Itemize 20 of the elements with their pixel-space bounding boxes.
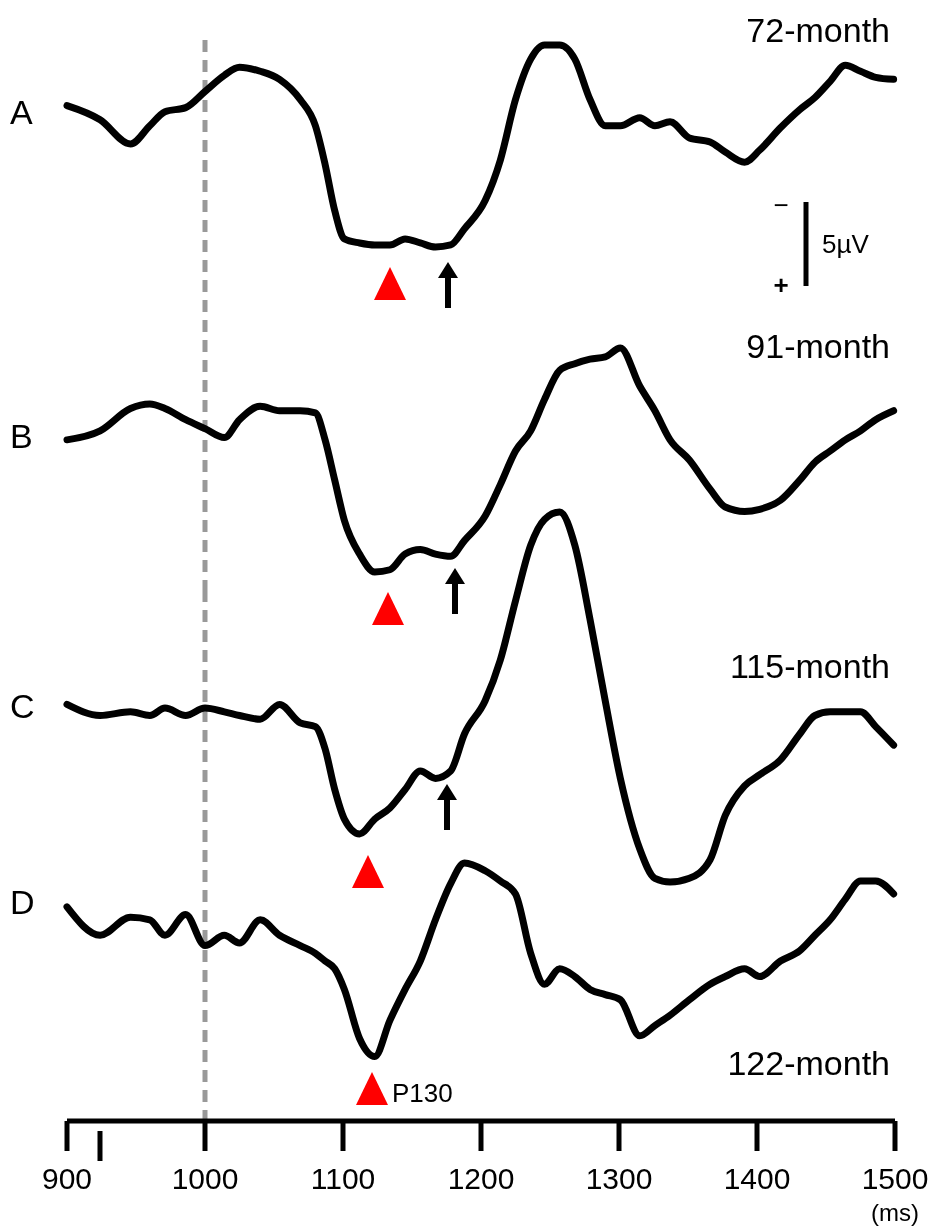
chart-subtitle: 72-month	[746, 11, 890, 49]
chart-subtitle: 91-month	[746, 327, 890, 365]
x-tick-label: 1500	[861, 1162, 929, 1195]
annotation: −	[773, 190, 789, 220]
x-tick-label: 1100	[310, 1162, 376, 1195]
x-tick-label: 1400	[723, 1162, 791, 1195]
annotation: 5µV	[822, 229, 870, 259]
x-tick-label: 1300	[585, 1162, 653, 1195]
text: D	[10, 883, 35, 921]
text: 115-month	[729, 647, 890, 685]
text: +	[773, 270, 789, 300]
text: A	[10, 93, 33, 131]
text: C	[10, 687, 35, 725]
text: B	[10, 417, 33, 455]
x-tick-label: 1000	[171, 1162, 239, 1195]
x-axis-title: (ms)	[871, 1199, 919, 1226]
x-tick-label: 900	[41, 1162, 93, 1195]
annotation: P130	[392, 1078, 453, 1108]
x-tick-label: 1200	[447, 1162, 515, 1195]
text: 122-month	[727, 1044, 890, 1082]
